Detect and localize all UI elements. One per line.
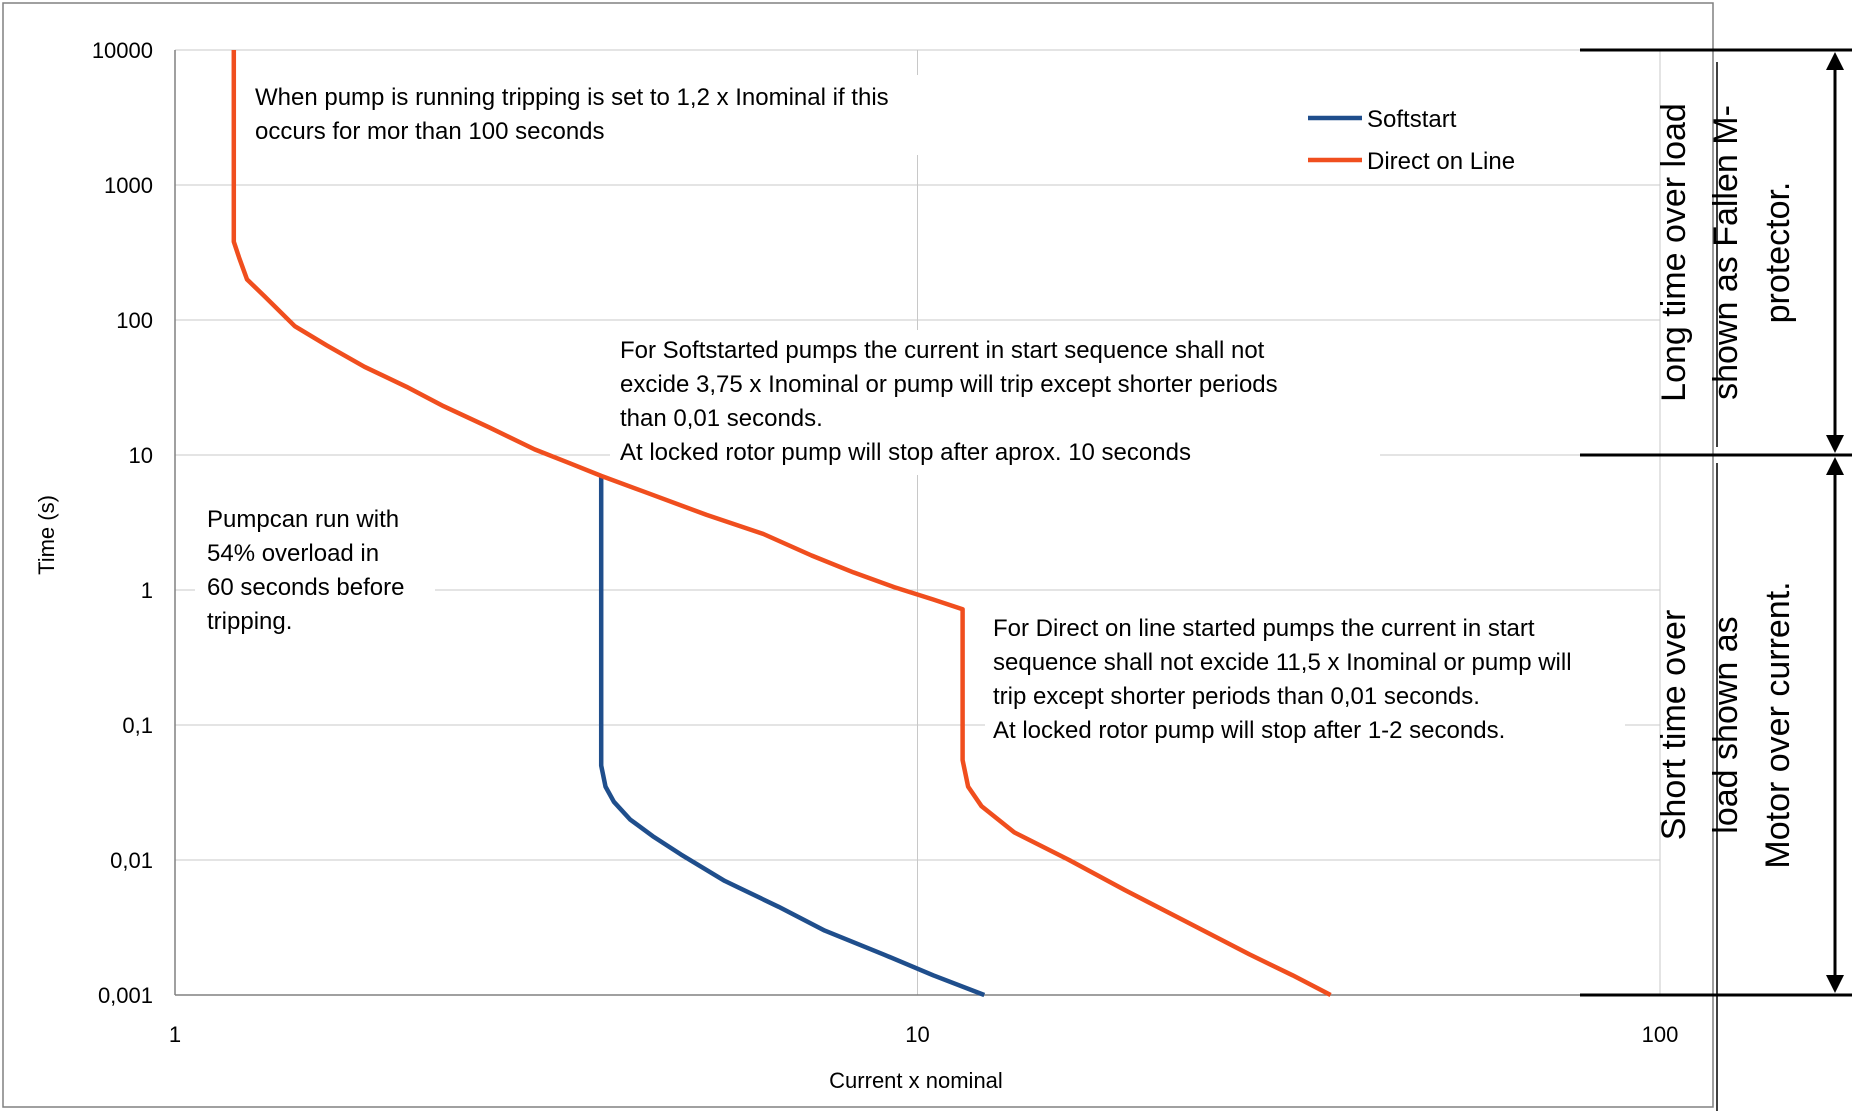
x-tick-label: 10 — [905, 1022, 929, 1047]
annotation-line: When pump is running tripping is set to … — [255, 84, 889, 111]
y-tick-label: 0,01 — [110, 848, 153, 873]
x-axis-title: Current x nominal — [829, 1068, 1003, 1093]
side-label-line: Motor over current. — [1759, 581, 1797, 868]
arrow-head-icon — [1826, 975, 1844, 993]
annotation-4: For Direct on line started pumps the cur… — [993, 615, 1572, 744]
annotation-background — [195, 498, 435, 648]
y-tick-label: 10000 — [92, 38, 153, 63]
annotation-line: 60 seconds before — [207, 574, 404, 601]
annotation-background — [610, 330, 1380, 475]
short-time-label: Short time over load shown as Motor over c… — [1655, 581, 1797, 868]
y-tick-label: 100 — [116, 308, 153, 333]
y-tick-label: 1 — [141, 578, 153, 603]
legend: Softstart Direct on Line — [1308, 106, 1515, 175]
annotation-line: For Softstarted pumps the current in sta… — [620, 337, 1265, 364]
arrow-head-icon — [1826, 457, 1844, 475]
legend-label: Direct on Line — [1367, 148, 1515, 175]
legend-label: Softstart — [1367, 106, 1457, 133]
annotation-line: sequence shall not excide 11,5 x Inomina… — [993, 649, 1572, 676]
annotation-3: Pumpcan run with 54% overload in 60 second… — [207, 506, 404, 635]
y-tick-label: 0,1 — [122, 713, 153, 738]
gridlines — [174, 49, 1661, 996]
annotation-line: than 0,01 seconds. — [620, 405, 823, 432]
annotation-line: tripping. — [207, 608, 292, 635]
side-label-line: Long time over load — [1655, 103, 1693, 402]
x-tick-label: 1 — [169, 1022, 181, 1047]
side-brackets: Long time over load shown as Fallen M-pro… — [1580, 48, 1852, 1111]
side-label-line: protector. — [1759, 182, 1797, 324]
y-axis-title: Time (s) — [34, 495, 59, 575]
annotation-line: At locked rotor pump will stop after apr… — [620, 439, 1191, 466]
annotations: When pump is running tripping is set to … — [207, 84, 1572, 744]
y-tick-label: 0,001 — [98, 983, 153, 1008]
annotation-1: When pump is running tripping is set to … — [255, 84, 889, 145]
side-label-line: Short time over — [1655, 610, 1693, 841]
annotation-background — [245, 75, 965, 155]
annotation-2: For Softstarted pumps the current in sta… — [620, 337, 1278, 466]
annotation-line: 54% overload in — [207, 540, 379, 567]
series-lines — [231, 50, 1332, 998]
annotation-line: occurs for mor than 100 seconds — [255, 118, 605, 145]
y-tick-label: 1000 — [104, 173, 153, 198]
annotation-line: excide 3,75 x Inominal or pump will trip… — [620, 371, 1278, 398]
x-tick-label: 100 — [1642, 1022, 1679, 1047]
direct-on-line-series-line — [231, 50, 1332, 997]
annotation-background — [985, 603, 1625, 748]
long-time-label: Long time over load shown as Fallen M-pro… — [1655, 103, 1797, 402]
annotation-line: trip except shorter periods than 0,01 se… — [993, 683, 1480, 710]
tick-labels: 0,001 0,01 0,1 1 10 100 1000 10000 1 10 100 — [92, 38, 1679, 1047]
y-tick-label: 10 — [129, 443, 153, 468]
annotation-line: Pumpcan run with — [207, 506, 399, 533]
side-label-line: shown as Fallen M- — [1707, 105, 1745, 400]
side-label-line: load shown as — [1707, 616, 1745, 833]
softstart-series-line — [598, 475, 986, 998]
arrow-head-icon — [1826, 52, 1844, 70]
arrow-head-icon — [1826, 435, 1844, 453]
annotation-line: At locked rotor pump will stop after 1-2… — [993, 717, 1505, 744]
annotation-line: For Direct on line started pumps the cur… — [993, 615, 1535, 642]
